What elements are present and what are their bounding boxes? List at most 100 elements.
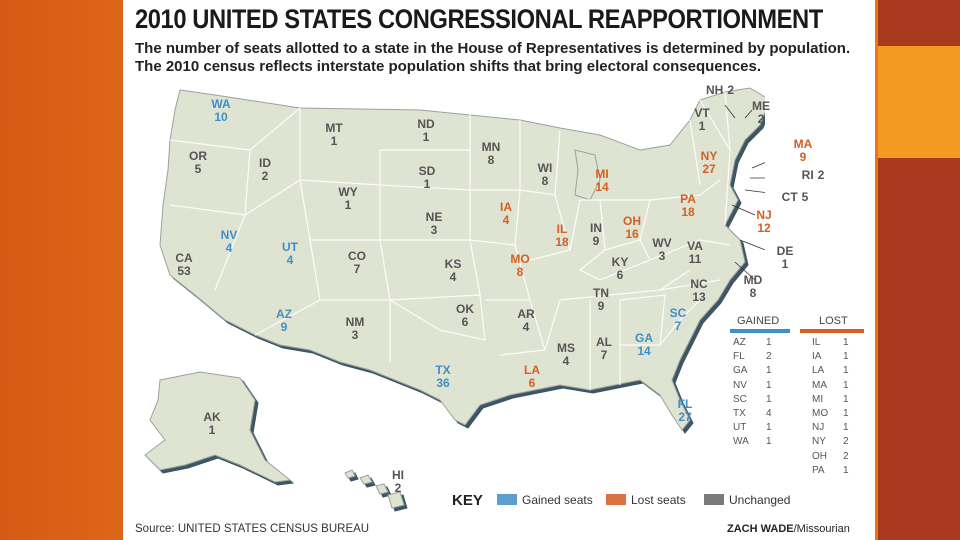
state-label-ok: OK 6 <box>456 303 474 329</box>
state-abbr: TX <box>435 363 451 377</box>
legend-lost-heading: LOST <box>819 315 848 327</box>
state-abbr: OK <box>456 302 474 316</box>
state-abbr: VA <box>687 239 703 253</box>
state-seats: 3 <box>658 249 666 263</box>
state-abbr: CT <box>781 190 798 204</box>
state-label-il: IL 18 <box>555 223 568 249</box>
state-label-wi: WI 8 <box>538 162 553 188</box>
state-label-wa: WA 10 <box>211 98 230 124</box>
state-seats: 2 <box>817 168 825 182</box>
state-seats: 8 <box>487 153 495 167</box>
state-seats: 16 <box>625 227 639 241</box>
state-seats: 1 <box>781 257 789 271</box>
source-note: Source: UNITED STATES CENSUS BUREAU <box>135 523 370 535</box>
state-label-oh: OH 16 <box>623 215 641 241</box>
state-seats: 36 <box>436 376 450 390</box>
state-seats: 9 <box>592 234 600 248</box>
state-seats: 14 <box>637 344 651 358</box>
state-seats: 53 <box>177 264 191 278</box>
state-seats: 5 <box>801 190 809 204</box>
state-seats: 2 <box>394 481 402 495</box>
state-abbr: AZ <box>276 307 292 321</box>
state-seats: 1 <box>344 198 352 212</box>
state-abbr: AR <box>517 307 535 321</box>
state-seats: 27 <box>702 162 716 176</box>
state-abbr: HI <box>392 468 404 482</box>
state-seats: 27 <box>678 410 692 424</box>
state-label-vt: VT 1 <box>694 107 709 133</box>
state-label-mt: MT 1 <box>325 122 342 148</box>
state-abbr: SC <box>669 306 687 320</box>
state-abbr: KY <box>611 255 629 269</box>
state-seats: 4 <box>502 213 510 227</box>
state-seats: 4 <box>449 270 457 284</box>
legend-gained-states: AZ FL GA NV SC TX UT WA <box>733 337 749 448</box>
key-gained-text: Gained seats <box>522 493 593 507</box>
state-abbr: NY <box>700 149 718 163</box>
state-label-ma: MA 9 <box>794 138 813 164</box>
state-seats: 8 <box>541 174 549 188</box>
state-label-ca: CA 53 <box>175 252 192 278</box>
legend-lost-bar <box>800 329 864 333</box>
state-abbr: ID <box>259 156 271 170</box>
state-abbr: MT <box>325 121 343 135</box>
key-gained-swatch <box>497 494 517 505</box>
state-abbr: AK <box>203 410 221 424</box>
state-seats: 9 <box>799 150 807 164</box>
state-abbr: GA <box>635 331 653 345</box>
state-seats: 14 <box>595 180 609 194</box>
state-label-ky: KY 6 <box>612 256 629 282</box>
state-seats: 2 <box>757 112 765 126</box>
state-seats: 1 <box>422 130 430 144</box>
state-abbr: PA <box>680 192 696 206</box>
state-abbr: WY <box>338 185 358 199</box>
state-label-sd: SD 1 <box>419 165 436 191</box>
state-label-md: MD 8 <box>744 274 763 300</box>
state-abbr: MA <box>793 137 813 151</box>
state-label-la: LA 6 <box>524 364 540 390</box>
credit-name: ZACH WADE <box>727 523 794 535</box>
state-abbr: LA <box>524 363 540 377</box>
state-abbr: ND <box>417 117 435 131</box>
key-lost-text: Lost seats <box>631 493 686 507</box>
key-lost-swatch <box>606 494 626 505</box>
contiguous-us-shape <box>159 87 765 431</box>
state-label-nm: NM 3 <box>346 316 365 342</box>
state-label-mn: MN 8 <box>482 141 501 167</box>
hawaii-shape-2 <box>359 474 373 485</box>
state-label-mi: MI 14 <box>595 168 608 194</box>
state-abbr: KS <box>444 257 462 271</box>
state-seats: 4 <box>286 253 294 267</box>
state-label-tx: TX 36 <box>435 364 450 390</box>
state-abbr: WV <box>652 236 672 250</box>
state-label-ia: IA 4 <box>500 201 512 227</box>
state-abbr: DE <box>776 244 794 258</box>
state-seats: 9 <box>597 299 605 313</box>
state-label-id: ID 2 <box>259 157 271 183</box>
state-seats: 13 <box>692 290 706 304</box>
state-seats: 7 <box>674 319 682 333</box>
state-label-pa: PA 18 <box>680 193 696 219</box>
state-abbr: RI <box>801 168 814 182</box>
alaska-shape <box>144 371 292 483</box>
state-abbr: ME <box>752 99 770 113</box>
state-abbr: CO <box>348 249 366 263</box>
state-label-nv: NV 4 <box>221 229 238 255</box>
slide-accent-block <box>878 46 960 158</box>
state-label-me: ME 2 <box>752 100 770 126</box>
state-label-ak: AK 1 <box>203 411 220 437</box>
state-label-wv: WV 3 <box>652 237 671 263</box>
subtitle-line-2: The 2010 census reflects interstate popu… <box>135 58 762 75</box>
state-seats: 1 <box>208 423 216 437</box>
state-seats: 4 <box>522 320 530 334</box>
key-unchanged-text: Unchanged <box>729 493 791 507</box>
state-seats: 7 <box>600 348 608 362</box>
state-seats: 10 <box>214 110 228 124</box>
state-label-ga: GA 14 <box>635 332 653 358</box>
state-seats: 8 <box>516 265 524 279</box>
state-abbr: FL <box>677 397 693 411</box>
state-label-ri: RI 2 <box>802 169 825 182</box>
state-label-al: AL 7 <box>596 336 612 362</box>
hawaii-shape <box>344 469 356 479</box>
state-abbr: NC <box>690 277 708 291</box>
